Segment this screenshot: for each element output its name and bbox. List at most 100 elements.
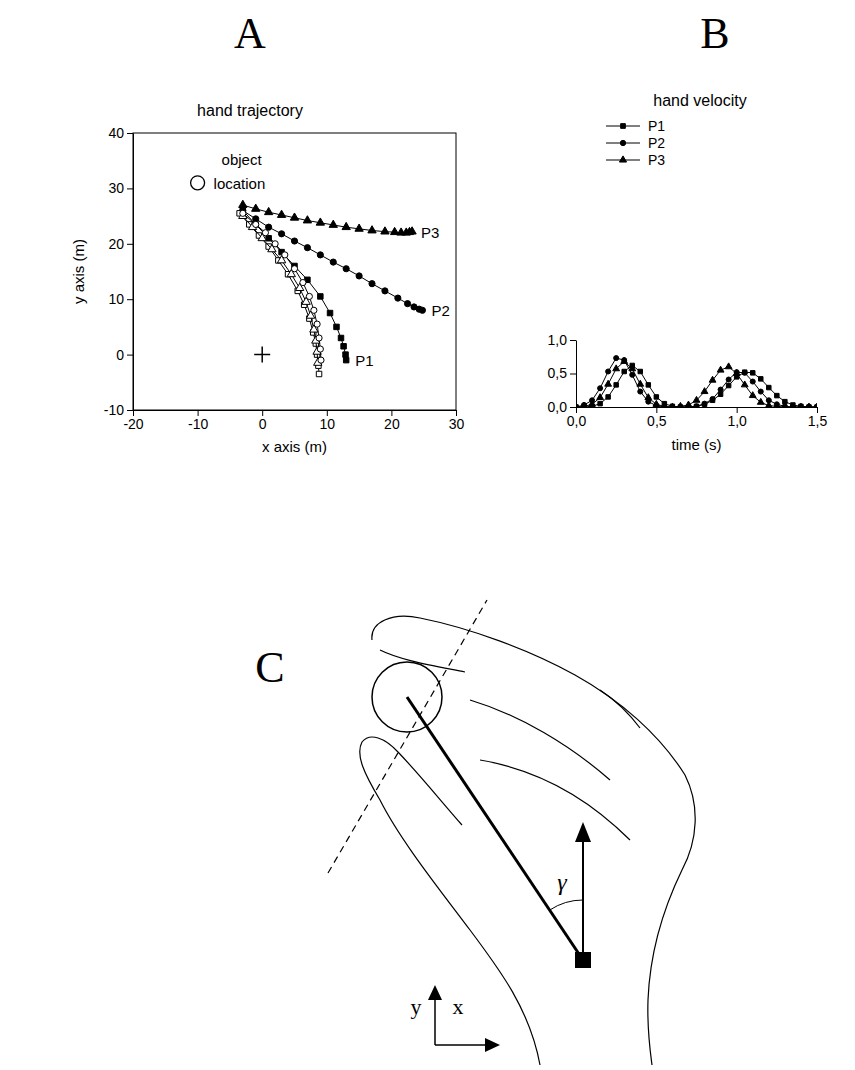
figure: Ahand trajectory-20-100102030-1001020304… — [0, 0, 855, 1070]
velocity-point — [767, 385, 771, 389]
velocity-point — [677, 402, 684, 407]
trajectory-point — [395, 295, 401, 301]
velocity-point — [646, 383, 650, 387]
hand-contour — [380, 650, 465, 672]
panel-b: Bhand velocity0,00,51,01,50,00,51,0time … — [548, 9, 828, 453]
y-tick-mark — [127, 188, 133, 189]
trajectory-point — [329, 220, 337, 227]
hand-outline — [360, 616, 695, 1065]
velocity-point — [653, 400, 660, 406]
velocity-point — [734, 370, 739, 375]
y-axis: -10010203040 — [104, 125, 134, 418]
velocity-point — [638, 389, 643, 394]
trajectory-point — [303, 216, 311, 223]
y-tick-label: 0,0 — [548, 399, 568, 415]
trajectory-point — [318, 294, 323, 299]
velocity-point — [645, 394, 652, 400]
trajectory-point — [291, 238, 297, 244]
x-tick: 20 — [384, 410, 400, 432]
velocity-point — [775, 393, 779, 397]
velocity-point — [622, 358, 627, 363]
x-tick: -20 — [123, 410, 143, 432]
trajectory-point — [311, 307, 317, 313]
velocity-point — [709, 376, 716, 382]
hand-contour — [372, 616, 695, 1065]
legend-symbol — [619, 156, 626, 162]
hand-contour — [470, 700, 610, 780]
trajectory-point — [239, 200, 247, 207]
y-tick-mark — [127, 244, 133, 245]
x-axis-line — [577, 407, 818, 408]
reference-arrowhead — [575, 822, 591, 842]
x-frame-arrow — [435, 1044, 488, 1046]
y-axis-line — [576, 341, 577, 408]
trajectory-line — [243, 211, 423, 311]
trajectory-point — [419, 307, 425, 313]
trajectory-point — [408, 227, 416, 234]
legend-label: P2 — [648, 135, 665, 151]
trajectory-point — [369, 281, 375, 287]
velocity-point — [718, 392, 722, 396]
velocity-point — [733, 370, 740, 376]
y-tick: 0,5 — [548, 365, 576, 381]
x-tick: 0 — [259, 410, 267, 432]
velocity-point — [694, 404, 698, 407]
y-tick: 10 — [108, 291, 133, 307]
y-tick: 1,0 — [548, 332, 576, 348]
velocity-point — [621, 358, 628, 364]
velocity-line — [576, 358, 817, 407]
velocity-point — [661, 402, 668, 407]
y-tick: 30 — [108, 180, 133, 196]
start-marker — [254, 347, 270, 363]
trajectory-point — [330, 259, 336, 265]
trajectory-point — [316, 218, 324, 225]
chart-title: hand velocity — [653, 92, 746, 109]
x-tick-label: 0 — [259, 416, 267, 432]
legend: P1P2P3 — [606, 118, 665, 168]
velocity-point — [741, 381, 748, 387]
hand-contour — [360, 737, 540, 1065]
velocity-point — [693, 396, 700, 402]
y-tick-label: 0 — [116, 347, 124, 363]
x-tick: 0,0 — [567, 407, 587, 429]
panel-letter: A — [234, 9, 266, 58]
x-tick-label: 30 — [449, 416, 465, 432]
legend-symbol — [621, 124, 626, 129]
y-axis-title: y axis (m) — [70, 239, 87, 304]
velocity-point — [637, 380, 644, 386]
velocity-point — [685, 401, 692, 407]
x-axis: -20-100102030 — [123, 410, 464, 432]
velocity-point — [629, 365, 636, 371]
chart-title: hand trajectory — [197, 102, 303, 119]
plot-area — [576, 356, 817, 407]
trajectory-point — [318, 357, 324, 363]
y-tick-mark — [127, 133, 133, 134]
angle-arc — [550, 900, 583, 910]
trajectory-point — [327, 310, 332, 315]
trajectory-point — [334, 324, 339, 329]
velocity-point — [605, 380, 612, 386]
velocity-point — [710, 396, 715, 401]
trajectory-point — [343, 266, 349, 272]
trajectory-point — [316, 335, 322, 341]
velocity-point — [773, 402, 780, 407]
trajectory-point — [338, 335, 343, 340]
plot-area — [191, 176, 426, 377]
y-tick-mark — [127, 299, 133, 300]
y-frame-arrow — [434, 998, 436, 1045]
y-axis-line — [133, 134, 134, 411]
y-tick-mark — [127, 410, 133, 411]
trajectory-point — [368, 226, 376, 233]
velocity-point — [750, 371, 754, 375]
velocity-point — [742, 370, 746, 374]
trajectory-line — [243, 205, 412, 233]
velocity-point — [782, 404, 787, 407]
y-tick-mark — [127, 355, 133, 356]
velocity-point — [701, 388, 708, 394]
hand-marker — [575, 952, 591, 968]
object-marker — [191, 176, 205, 190]
trajectory-point — [262, 230, 268, 236]
legend-item: P2 — [606, 135, 665, 151]
trajectory-point — [264, 207, 272, 214]
velocity-point — [750, 379, 755, 384]
